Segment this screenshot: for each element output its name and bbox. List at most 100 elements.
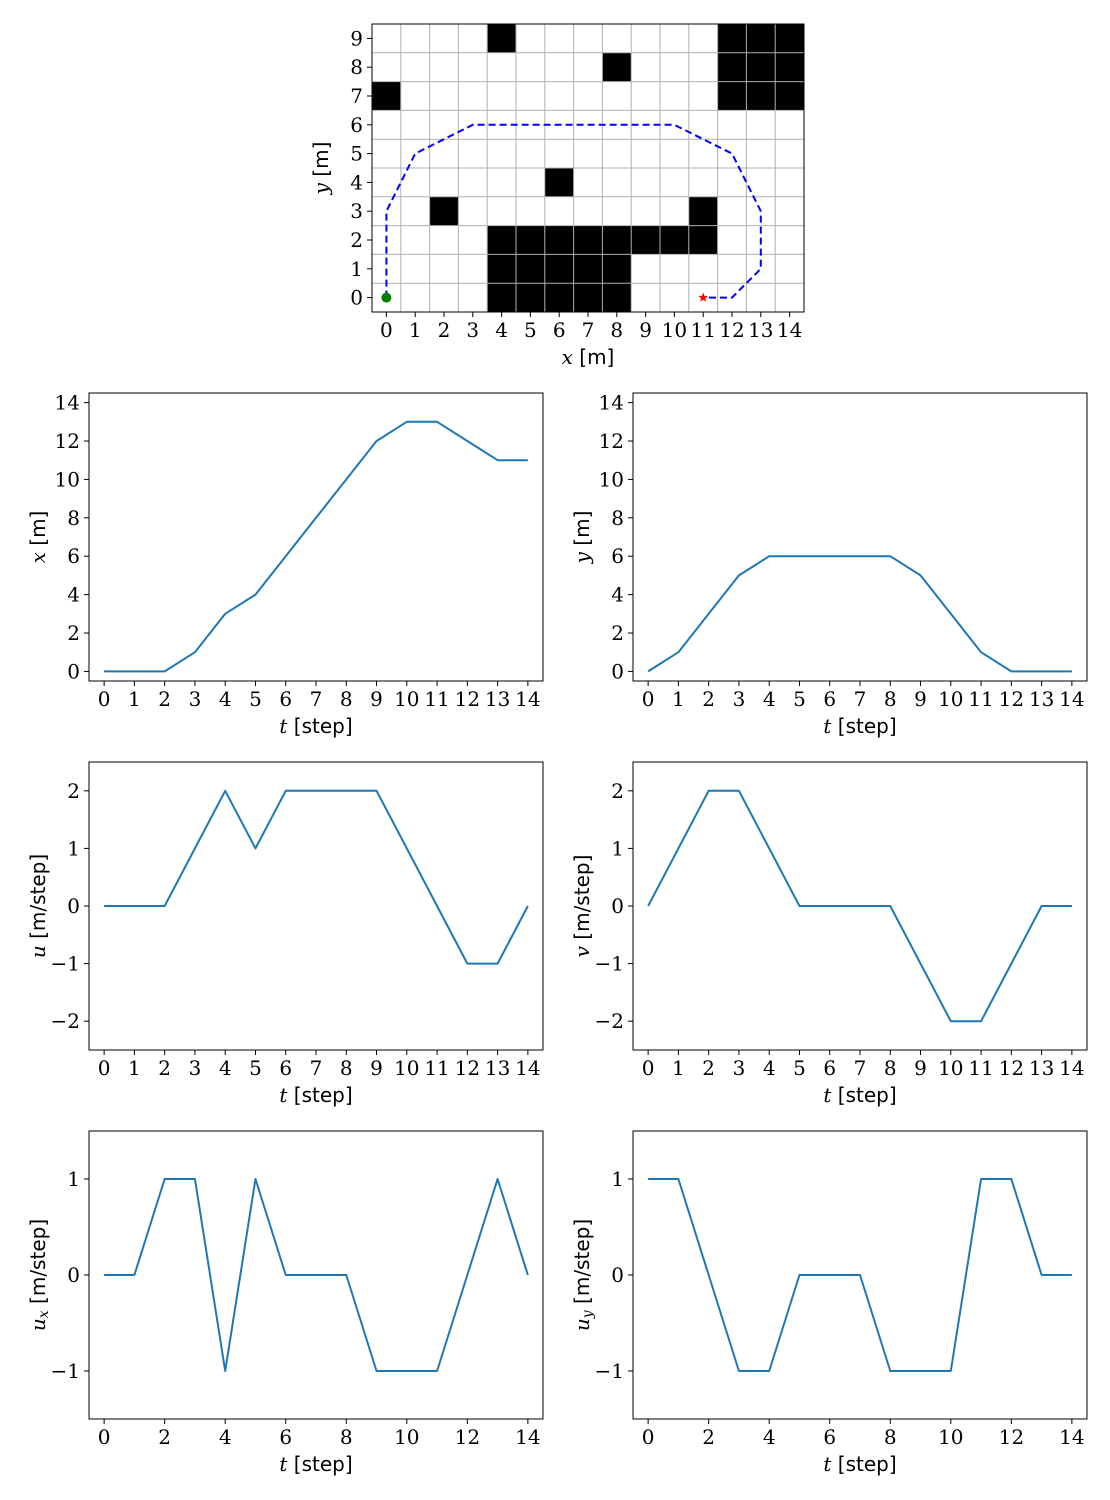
obstacle-cell xyxy=(516,283,545,312)
x-tick-label: 6 xyxy=(823,1056,836,1080)
obstacle-cell xyxy=(631,225,660,255)
x-axis-variable: t xyxy=(279,1083,288,1107)
x-tick-label: 11 xyxy=(968,687,993,711)
series-line xyxy=(104,1178,529,1372)
y-tick-label: 1 xyxy=(611,1167,624,1191)
y-tick-label: 1 xyxy=(350,257,363,281)
y-tick-label: 0 xyxy=(67,894,80,918)
x-tick-label: 6 xyxy=(279,1056,292,1080)
x-tick-label: 10 xyxy=(938,687,963,711)
x-tick-label: 2 xyxy=(438,318,451,342)
y-tick-label: 1 xyxy=(611,836,624,860)
x-tick-label: 2 xyxy=(702,1425,715,1449)
x-tick-label: 14 xyxy=(1059,1056,1084,1080)
y-axis-variable: u xyxy=(26,1318,50,1331)
obstacle-cell xyxy=(746,52,776,82)
y-tick-label: 0 xyxy=(611,894,624,918)
y-axis-subscript: y xyxy=(580,1309,596,1319)
x-tick-label: 8 xyxy=(610,318,623,342)
obstacle-cell xyxy=(372,81,401,111)
x-tick-label: 12 xyxy=(719,318,744,342)
x-tick-label: 4 xyxy=(219,687,232,711)
x-tick-label: 4 xyxy=(219,1425,232,1449)
x-tick-label: 10 xyxy=(938,1056,963,1080)
obstacle-cell xyxy=(688,196,718,226)
x-tick-label: 11 xyxy=(690,318,715,342)
x-tick-label: 1 xyxy=(128,1056,141,1080)
x-tick-label: 8 xyxy=(340,1056,353,1080)
x-tick-label: 12 xyxy=(999,1425,1024,1449)
x-tick-label: 2 xyxy=(158,1056,171,1080)
y-tick-label: 8 xyxy=(611,506,624,530)
y-tick-label: 2 xyxy=(350,228,363,252)
x-axis-unit: [step] xyxy=(287,1452,352,1476)
x-tick-label: 11 xyxy=(424,1056,449,1080)
x-tick-label: 6 xyxy=(823,1425,836,1449)
x-tick-label: 11 xyxy=(968,1056,993,1080)
obstacle-cell xyxy=(573,283,603,312)
y-axis-label: y [m] xyxy=(309,142,333,196)
y-axis-unit: [m/step] xyxy=(570,1219,594,1310)
x-tick-label: 13 xyxy=(1029,687,1054,711)
y-tick-label: 5 xyxy=(350,142,363,166)
x-tick-label: 0 xyxy=(98,1425,111,1449)
y-axis-label: v [m/step] xyxy=(570,855,594,958)
x-axis-unit: [step] xyxy=(287,714,352,738)
x-axis-unit: [step] xyxy=(831,1083,896,1107)
x-tick-label: 3 xyxy=(733,1056,746,1080)
y-axis-label: y [m] xyxy=(570,511,594,565)
x-tick-label: 3 xyxy=(733,687,746,711)
obstacle-cell xyxy=(544,168,574,197)
uy-control-plot: 0 2 4 6 8 10 12 14 −1 0 1 t [step] uy [m/step] xyxy=(570,1130,1088,1476)
obstacle-cell xyxy=(544,283,574,312)
obstacle-cell xyxy=(602,225,632,255)
x-tick-label: 3 xyxy=(466,318,479,342)
x-axis-label: t [step] xyxy=(823,1452,896,1476)
x-tick-label: 12 xyxy=(455,1425,480,1449)
x-axis-variable: t xyxy=(279,1452,288,1476)
y-tick-label: 8 xyxy=(67,506,80,530)
x-tick-label: 12 xyxy=(455,1056,480,1080)
y-axis-unit: [m] xyxy=(26,511,50,552)
x-axis-unit: [m] xyxy=(573,345,614,369)
y-tick-label: 6 xyxy=(67,544,80,568)
y-tick-label: 1 xyxy=(67,836,80,860)
goal-marker xyxy=(698,292,708,302)
x-tick-label: 12 xyxy=(455,687,480,711)
y-axis-label: u [m/step] xyxy=(26,854,50,958)
x-tick-label: 4 xyxy=(763,687,776,711)
x-tick-label: 5 xyxy=(524,318,537,342)
x-tick-label: 3 xyxy=(189,687,202,711)
obstacle-cell xyxy=(544,254,574,284)
y-tick-label: 14 xyxy=(599,391,624,415)
y-axis-subscript: x xyxy=(36,1310,52,1318)
series-line xyxy=(647,789,1072,1023)
y-axis-variable: u xyxy=(26,945,50,958)
obstacle-cell xyxy=(602,52,632,82)
obstacle-cell xyxy=(717,81,747,111)
y-tick-label: 14 xyxy=(55,391,80,415)
series-line xyxy=(104,420,528,673)
x-tick-label: 10 xyxy=(394,1056,419,1080)
x-tick-label: 3 xyxy=(189,1056,202,1080)
x-tick-label: 13 xyxy=(485,1056,510,1080)
x-tick-label: 8 xyxy=(884,1425,897,1449)
x-tick-label: 7 xyxy=(854,1056,867,1080)
x-tick-label: 2 xyxy=(158,1425,171,1449)
x-tick-label: 14 xyxy=(515,1056,540,1080)
y-tick-label: 4 xyxy=(611,583,624,607)
x-tick-label: 7 xyxy=(310,1056,323,1080)
x-tick-label: 0 xyxy=(642,1056,655,1080)
y-tick-label: 4 xyxy=(67,583,80,607)
obstacle-cell xyxy=(775,24,804,53)
y-tick-label: −1 xyxy=(51,1359,80,1383)
obstacle-cell xyxy=(746,24,776,53)
x-axis-label: t [step] xyxy=(279,1083,352,1107)
x-tick-label: 2 xyxy=(158,687,171,711)
y-axis-variable: y xyxy=(570,551,594,564)
x-tick-label: 9 xyxy=(914,1056,927,1080)
